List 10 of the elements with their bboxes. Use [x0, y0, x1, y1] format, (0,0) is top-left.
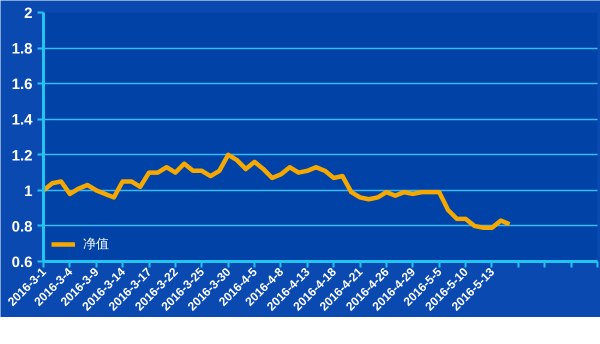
y-tick-label: 1.2 — [12, 147, 33, 164]
y-tick-label: 1 — [24, 182, 32, 200]
y-tick-label: 1.6 — [12, 76, 33, 94]
line-series — [44, 152, 512, 230]
legend-label: 净值 — [83, 235, 109, 253]
y-tick-label: 0.6 — [12, 254, 33, 271]
y-tick-label: 0.8 — [12, 218, 33, 236]
y-tick-label: 1.4 — [12, 112, 34, 129]
y-tick-label: 1.8 — [12, 40, 33, 58]
y-tick-label: 2 — [24, 5, 32, 22]
